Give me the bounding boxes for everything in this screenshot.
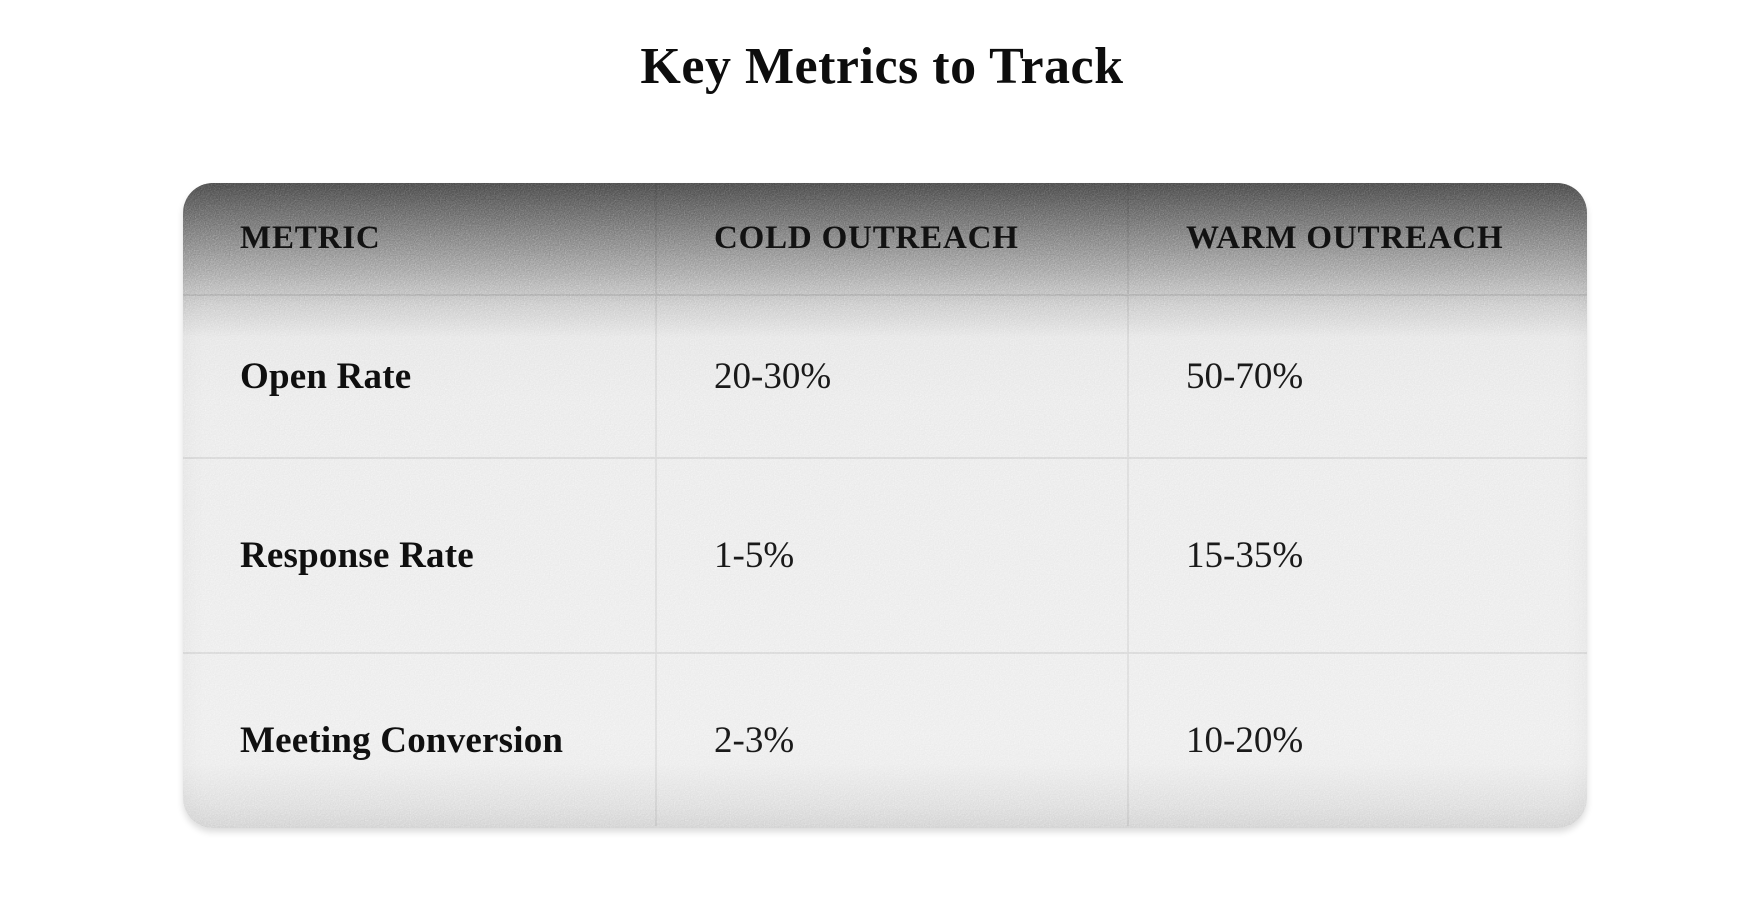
column-header-warm-outreach: WARM OUTREACH [1186, 220, 1504, 256]
warm-outreach-value: 50-70% [1186, 356, 1304, 397]
cold-outreach-value: 20-30% [657, 296, 1129, 457]
metric-label: Meeting Conversion [183, 654, 657, 826]
metrics-table-card: METRIC COLD OUTREACH WARM OUTREACH Open … [183, 183, 1587, 828]
cold-outreach-value: 1-5% [657, 459, 1129, 652]
column-header-metric: METRIC [183, 183, 657, 294]
column-header-cold-outreach: COLD OUTREACH [657, 183, 1129, 294]
table-row-meeting-conversion: Meeting Conversion 2-3% 10-20% [183, 652, 1587, 826]
warm-outreach-value: 15-35% [1186, 535, 1304, 576]
table-row-response-rate: Response Rate 1-5% 15-35% [183, 457, 1587, 652]
metric-label: Response Rate [183, 459, 657, 652]
metrics-table: METRIC COLD OUTREACH WARM OUTREACH Open … [183, 183, 1587, 828]
table-header-row: METRIC COLD OUTREACH WARM OUTREACH [183, 183, 1587, 294]
metric-label: Open Rate [183, 296, 657, 457]
cold-outreach-value: 2-3% [657, 654, 1129, 826]
warm-outreach-value: 10-20% [1186, 719, 1304, 761]
page-title: Key Metrics to Track [640, 38, 1124, 95]
table-row-open-rate: Open Rate 20-30% 50-70% [183, 294, 1587, 457]
